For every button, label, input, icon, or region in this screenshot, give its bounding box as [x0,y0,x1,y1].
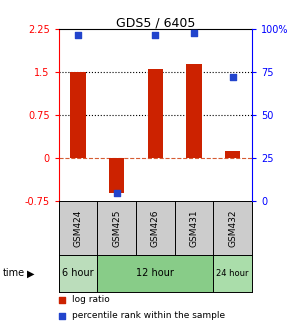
Text: ▶: ▶ [27,268,35,279]
Bar [136,201,175,255]
Text: 6 hour: 6 hour [62,268,94,279]
Bar [97,201,136,255]
Point [60,297,65,302]
Bar [59,201,97,255]
Text: GSM426: GSM426 [151,209,160,247]
Bar [213,201,252,255]
Point [76,32,80,37]
Point [114,190,119,195]
Text: percentile rank within the sample: percentile rank within the sample [72,311,225,320]
Text: GSM424: GSM424 [74,209,82,247]
Text: 12 hour: 12 hour [136,268,174,279]
Text: 24 hour: 24 hour [217,269,249,278]
Text: GSM431: GSM431 [190,209,198,247]
Point [192,30,196,35]
Text: log ratio: log ratio [72,295,110,304]
Text: GSM425: GSM425 [112,209,121,247]
Bar [97,255,213,292]
Point [60,313,65,318]
Bar [70,72,86,158]
Bar [148,70,163,158]
Text: time: time [3,268,25,279]
Bar [109,158,124,193]
Bar [213,255,252,292]
Point [230,75,235,80]
Title: GDS5 / 6405: GDS5 / 6405 [116,16,195,29]
Bar [175,201,213,255]
Bar [186,64,202,158]
Point [153,32,158,37]
Text: GSM432: GSM432 [228,209,237,247]
Bar [59,255,97,292]
Bar [225,151,240,158]
